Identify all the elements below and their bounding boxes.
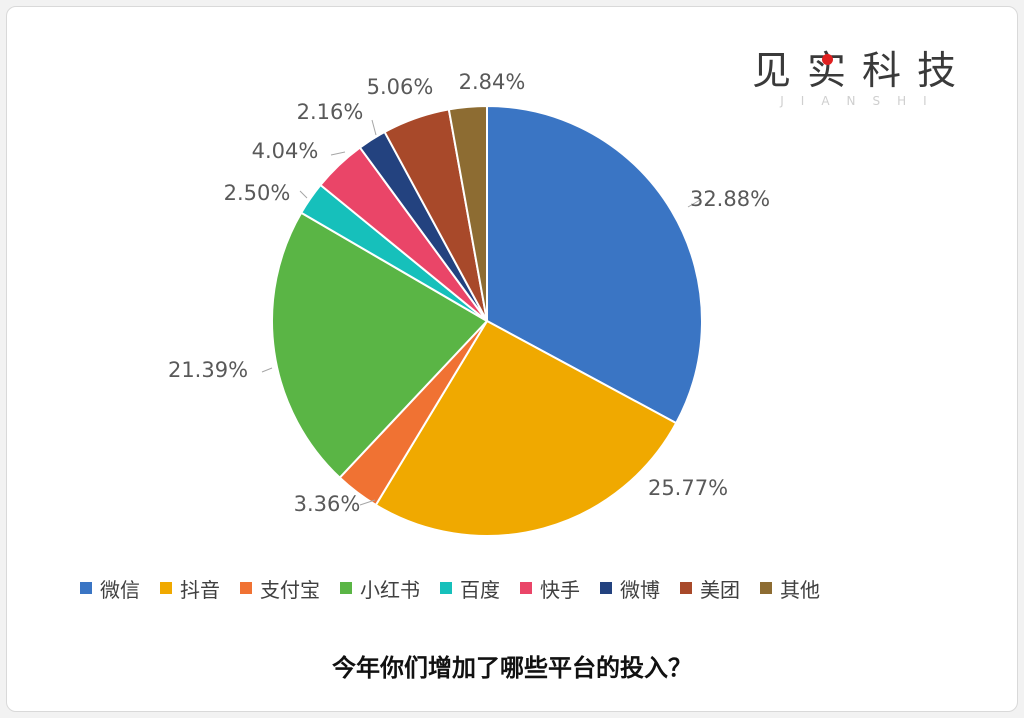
leader-line-快手 — [330, 151, 346, 156]
data-label-美团: 5.06% — [367, 75, 434, 99]
leader-line-微信 — [687, 199, 701, 208]
legend-label: 微信 — [100, 577, 140, 602]
data-label-其他: 2.84% — [459, 70, 526, 94]
leader-lines — [261, 119, 701, 506]
legend-item: 小红书 — [340, 574, 420, 603]
legend-swatch — [160, 582, 172, 594]
data-label-快手: 4.04% — [252, 139, 319, 163]
data-label-抖音: 25.77% — [648, 476, 728, 500]
legend-swatch — [340, 582, 352, 594]
logo-subtitle: JIANSHI — [780, 94, 944, 108]
legend-swatch — [240, 582, 252, 594]
pie-slice-微信 — [486, 104, 703, 425]
legend-item: 美团 — [680, 574, 740, 603]
legend-swatch — [440, 582, 452, 594]
data-label-支付宝: 3.36% — [294, 492, 361, 516]
pie-slice-其他 — [447, 104, 488, 322]
data-label-小红书: 21.39% — [168, 358, 248, 382]
data-labels: 32.88% 25.77% 3.36% 21.39% 2.50% 4.04% 2.16%5.… — [168, 70, 770, 516]
logo-title: 见实科技 — [752, 49, 973, 94]
brand-logo: 见实科技 JIANSHI — [752, 40, 972, 108]
legend-item: 百度 — [440, 574, 500, 603]
pie-slice-抖音 — [374, 319, 678, 537]
legend-label: 快手 — [540, 577, 580, 602]
data-label-微信: 32.88% — [690, 187, 770, 211]
leader-line-百度 — [299, 190, 308, 199]
legend-swatch — [680, 582, 692, 594]
legend-swatch — [80, 582, 92, 594]
pie-slice-小红书 — [271, 211, 489, 480]
legend-item: 快手 — [520, 574, 580, 603]
chart-legend: 微信 抖音 支付宝 小红书 百度 快手 微博 美团 其他 — [80, 574, 840, 602]
leader-line-小红书 — [261, 367, 273, 373]
legend-label: 支付宝 — [260, 577, 320, 602]
legend-label: 抖音 — [180, 577, 220, 602]
legend-swatch — [760, 582, 772, 594]
legend-item: 微信 — [80, 574, 140, 603]
legend-swatch — [600, 582, 612, 594]
leader-line-支付宝 — [359, 499, 376, 506]
legend-label: 其他 — [780, 577, 820, 602]
data-label-微博: 2.16% — [297, 100, 364, 124]
logo-red-dot-icon — [822, 54, 833, 65]
legend-label: 美团 — [700, 577, 740, 602]
legend-item: 抖音 — [160, 574, 220, 603]
legend-item: 微博 — [600, 574, 660, 603]
legend-label: 百度 — [460, 577, 500, 602]
legend-item: 支付宝 — [240, 574, 320, 603]
legend-label: 微博 — [620, 577, 660, 602]
leader-line-微博 — [371, 119, 377, 136]
legend-item: 其他 — [760, 574, 820, 603]
legend-swatch — [520, 582, 532, 594]
data-label-百度: 2.50% — [224, 181, 291, 205]
chart-caption: 今年你们增加了哪些平台的投入？ — [332, 654, 692, 682]
legend-label: 小红书 — [360, 577, 420, 602]
pie-slices — [271, 104, 703, 537]
